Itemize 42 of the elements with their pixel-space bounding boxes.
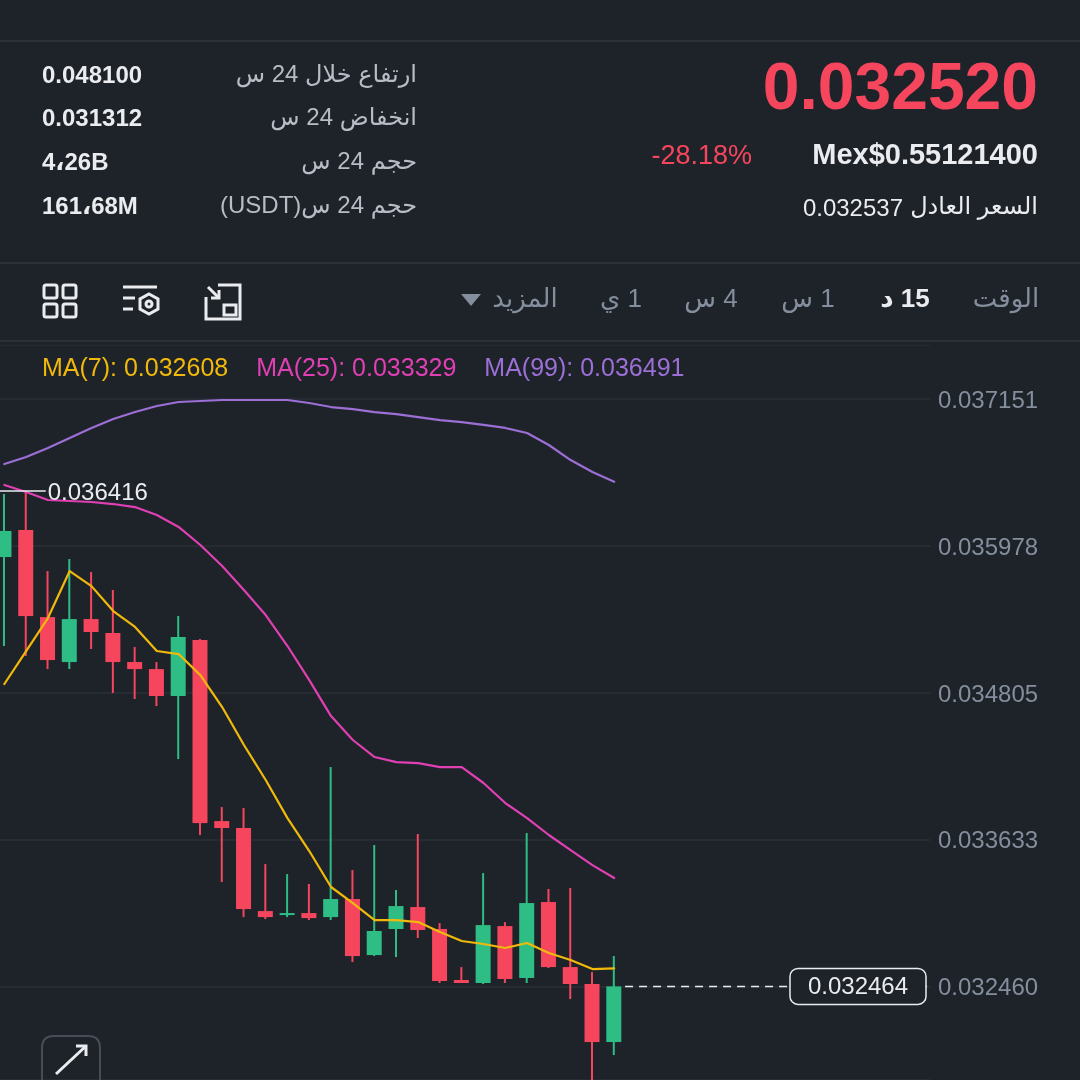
text: 0.048100	[42, 61, 143, 89]
text: 4،26B	[42, 148, 109, 176]
text: ارتفاع خلال 24 س	[235, 60, 417, 88]
annotation: 0.036416	[47, 478, 148, 506]
y-tick-label: 0.034805	[938, 679, 1039, 707]
line-series	[3, 398, 616, 483]
candlestick	[388, 889, 404, 959]
candlestick	[279, 873, 295, 919]
candlestick	[562, 887, 578, 1001]
series-label: MA(99): 0.036491	[484, 353, 685, 382]
y-tick-label: 0.032460	[938, 973, 1039, 1001]
text: -28.18%	[651, 140, 752, 171]
text: MA(25): 0.033329	[256, 353, 457, 382]
text: السعر العادل	[910, 192, 1038, 220]
text: 161،68M	[42, 192, 138, 220]
candlestick	[83, 571, 99, 651]
text: 4 س	[684, 283, 738, 313]
y-tick-label: 0.033633	[938, 826, 1039, 854]
candlestick	[410, 833, 426, 940]
text: 15 د	[880, 283, 930, 313]
text: 0.031312	[42, 104, 143, 132]
y-tick-label: 0.037151	[938, 385, 1039, 413]
text: MA(7): 0.032608	[42, 353, 229, 382]
candlestick	[301, 883, 317, 922]
text: 0.032520	[762, 49, 1038, 123]
text: Mex$0.55121400	[812, 138, 1038, 171]
candlestick	[127, 646, 143, 701]
candlestick	[323, 766, 339, 922]
text: 1 س	[781, 283, 835, 313]
text: انخفاض 24 س	[270, 103, 417, 131]
line-series	[3, 569, 616, 971]
ref-line-label: 0.032464	[807, 972, 909, 1000]
text: 1 ي	[599, 283, 643, 313]
line-series	[3, 483, 616, 880]
candlestick	[257, 863, 273, 921]
y-tick-label: 0.035978	[938, 532, 1039, 560]
text: حجم 24 س(USDT)	[220, 191, 417, 219]
text: الوقت	[972, 283, 1040, 313]
text: المزيد	[492, 283, 558, 313]
text: حجم 24 س	[301, 147, 417, 175]
text: 0.032537	[802, 194, 903, 222]
candlestick	[214, 806, 230, 883]
